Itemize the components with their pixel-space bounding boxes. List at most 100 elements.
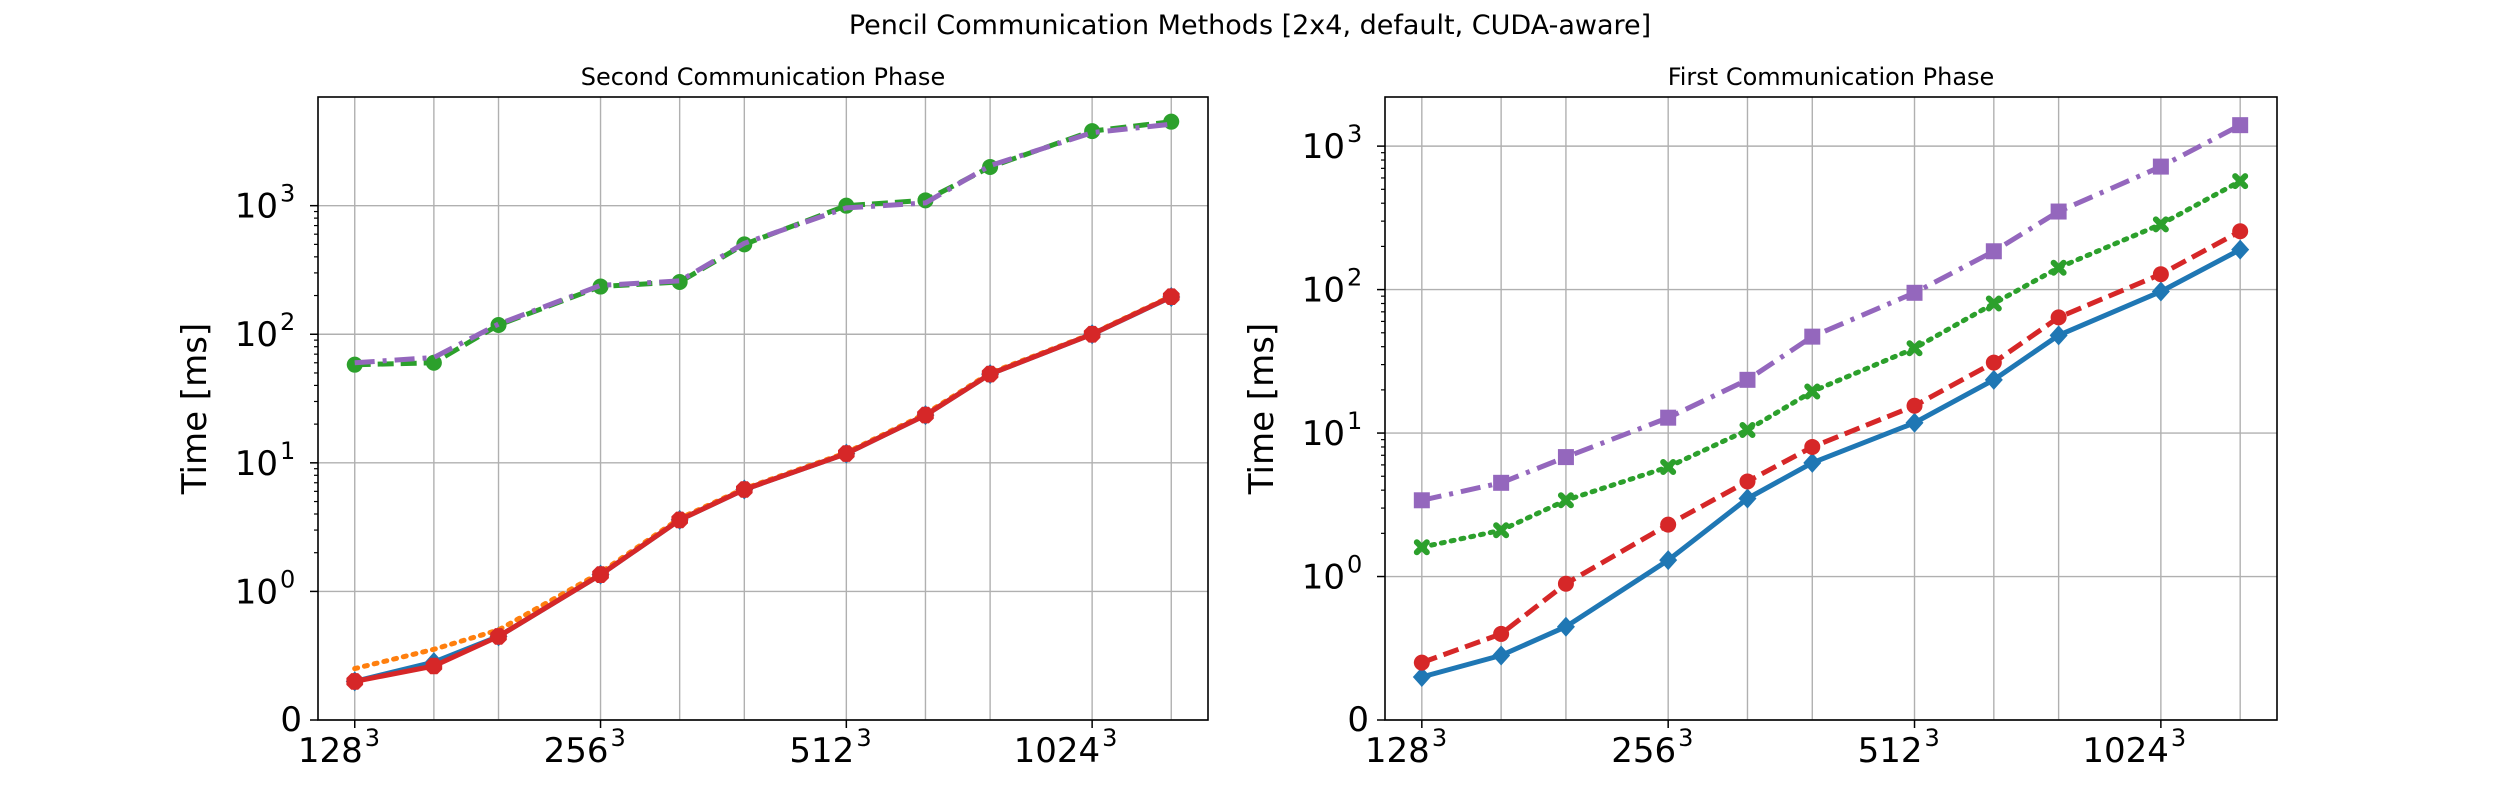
x-tick-label: 1024 xyxy=(1014,731,1101,771)
data-point xyxy=(917,406,934,424)
x-tick-label: 128 xyxy=(1365,731,1430,771)
x-tick-label: 128 xyxy=(298,731,363,771)
x-tick-label: 1024 xyxy=(2082,731,2169,771)
data-point xyxy=(1906,340,1923,357)
y-tick-exponent: 2 xyxy=(280,308,295,336)
y-tick-label: 10 xyxy=(235,572,278,612)
data-point xyxy=(671,273,688,290)
data-point xyxy=(1556,616,1575,637)
data-point xyxy=(671,511,688,529)
y-tick-label: 10 xyxy=(1302,127,1345,167)
data-point xyxy=(1162,288,1180,305)
data-point xyxy=(2050,259,2067,276)
x-tick-exponent: 3 xyxy=(365,724,380,752)
data-point xyxy=(592,278,609,295)
data-point xyxy=(1660,516,1677,533)
y-tick-label: 10 xyxy=(1302,558,1345,598)
data-point xyxy=(490,628,507,645)
plot-area xyxy=(318,97,1208,720)
data-point xyxy=(2231,239,2250,260)
data-point xyxy=(1557,492,1574,509)
data-point xyxy=(1985,243,2002,260)
y-tick-exponent: 0 xyxy=(1347,551,1362,579)
data-point xyxy=(1493,522,1510,539)
data-point xyxy=(2232,117,2249,134)
axes-frame xyxy=(1384,96,2278,721)
data-point xyxy=(2049,325,2068,346)
data-point xyxy=(1083,325,1101,343)
y-tick-exponent: 3 xyxy=(280,180,295,208)
x-tick-label: 256 xyxy=(544,731,609,771)
series-line-4 xyxy=(1421,122,2242,503)
data-point xyxy=(1413,654,1430,671)
y-tick-label: 10 xyxy=(1302,414,1345,454)
x-tick-exponent: 3 xyxy=(1678,724,1693,752)
data-point xyxy=(1557,449,1574,466)
data-point xyxy=(1412,666,1431,687)
data-point xyxy=(2151,281,2170,302)
x-tick-label: 512 xyxy=(1858,731,1923,771)
data-point xyxy=(736,481,753,498)
data-point xyxy=(1984,369,2003,390)
data-point xyxy=(1659,550,1678,571)
data-point xyxy=(981,365,999,383)
data-point xyxy=(425,354,442,371)
data-point xyxy=(1905,412,1924,433)
data-point xyxy=(2232,223,2249,240)
axes-frame xyxy=(317,96,1209,721)
data-point xyxy=(1739,422,1756,439)
data-point xyxy=(1739,473,1756,490)
series-line-5 xyxy=(354,121,1172,366)
x-tick-exponent: 3 xyxy=(1925,724,1940,752)
data-point xyxy=(1557,575,1574,592)
y-tick-label: 0 xyxy=(280,700,302,740)
y-tick-label: 10 xyxy=(235,315,278,355)
y-tick-label: 10 xyxy=(235,444,278,484)
data-point xyxy=(1493,625,1510,642)
plot-area xyxy=(1385,97,2277,720)
data-point xyxy=(425,657,443,675)
data-point xyxy=(1906,284,1923,301)
data-point xyxy=(2152,158,2169,175)
y-tick-exponent: 1 xyxy=(280,437,295,465)
panel-title: First Communication Phase xyxy=(1668,63,1995,91)
data-point xyxy=(2050,203,2067,220)
data-point xyxy=(1660,459,1677,476)
data-point xyxy=(1985,354,2002,371)
data-point xyxy=(1739,371,1756,388)
x-tick-exponent: 3 xyxy=(856,724,871,752)
data-point xyxy=(1985,295,2002,312)
data-point xyxy=(2232,173,2249,190)
data-point xyxy=(1804,328,1821,345)
y-tick-label: 10 xyxy=(235,187,278,227)
data-point xyxy=(1493,474,1510,491)
y-axis-label: Time [ms] xyxy=(1242,323,1282,495)
data-point xyxy=(2050,309,2067,326)
data-point xyxy=(1660,409,1677,426)
x-tick-exponent: 3 xyxy=(1102,724,1117,752)
data-point xyxy=(592,566,609,583)
data-point xyxy=(1738,488,1757,509)
figure-title: Pencil Communication Methods [2x4, defau… xyxy=(848,10,1652,41)
data-point xyxy=(346,673,364,690)
y-tick-exponent: 0 xyxy=(280,565,295,593)
data-point xyxy=(1804,438,1821,455)
data-point xyxy=(1413,492,1430,509)
panel-title: Second Communication Phase xyxy=(581,63,945,91)
data-point xyxy=(1803,452,1822,473)
data-point xyxy=(2152,266,2169,283)
y-tick-exponent: 1 xyxy=(1347,407,1362,435)
x-tick-label: 256 xyxy=(1611,731,1676,771)
data-point xyxy=(1804,383,1821,400)
y-tick-label: 10 xyxy=(1302,271,1345,311)
x-tick-exponent: 3 xyxy=(2171,724,2186,752)
x-tick-exponent: 3 xyxy=(1432,724,1447,752)
data-point xyxy=(1492,645,1511,666)
data-point xyxy=(838,445,855,462)
y-tick-exponent: 3 xyxy=(1347,120,1362,148)
x-tick-label: 512 xyxy=(789,731,854,771)
y-tick-exponent: 2 xyxy=(1347,264,1362,292)
